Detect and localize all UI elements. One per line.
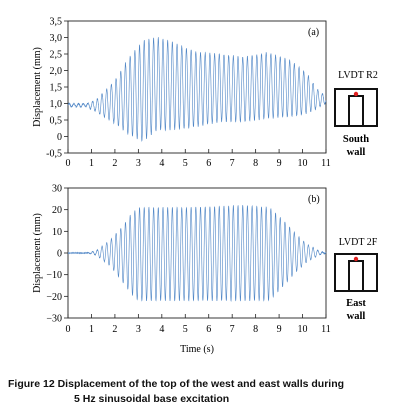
panel-b: 0 1 2 3 4 5 6 7 8 9 10 11 30 20 10 0 −10 −20 −30 (b) Displ… <box>32 184 378 355</box>
panel-b-ytick-label: 30 <box>52 184 62 195</box>
panel-a-xtick-label: 0 <box>66 158 71 169</box>
panel-b-xtick-label: 5 <box>183 324 188 335</box>
caption-line-1: Figure 12 Displacement of the top of the… <box>8 378 345 390</box>
panel-a-ytick-label: 3,0 <box>50 33 63 44</box>
gauge-a-marker <box>353 91 359 97</box>
panel-a: 0 1 2 3 4 5 6 7 8 9 10 11 3,5 3,0 2,5 2,0 1,5 1,0 0,5 0 -0,5… <box>32 17 378 169</box>
panel-a-xtick-label: 11 <box>321 158 331 169</box>
panel-a-ytick-label: -0,5 <box>46 149 62 160</box>
panel-b-ytick-label: −20 <box>46 292 62 303</box>
panel-b-wall-line1: East <box>346 298 366 309</box>
panel-b-xtick-label: 2 <box>112 324 117 335</box>
panel-a-ytick-label: 3,5 <box>50 17 63 28</box>
panel-b-ylabel: Displacement (mm) <box>32 213 43 293</box>
panel-b-xtick-label: 11 <box>321 324 331 335</box>
panel-b-xtick-label: 3 <box>136 324 141 335</box>
panel-b-xtick-label: 10 <box>298 324 308 335</box>
panel-b-ytick-label: 0 <box>57 249 62 260</box>
panel-a-wall-line1: South <box>343 134 369 145</box>
panel-a-ytick-label: 0,5 <box>50 116 63 127</box>
panel-a-xtick-label: 9 <box>277 158 282 169</box>
panel-b-xtick-label: 8 <box>253 324 258 335</box>
panel-a-xtick-label: 6 <box>206 158 211 169</box>
panel-a-gauge-title: LVDT R2 <box>338 70 378 81</box>
figure-caption: Figure 12 Displacement of the top of the… <box>8 377 403 407</box>
panel-a-ytick-label: 2,0 <box>50 66 63 77</box>
panel-a-label: (a) <box>308 27 319 38</box>
panel-a-xtick-label: 8 <box>253 158 258 169</box>
panel-a-xtick-label: 10 <box>298 158 308 169</box>
panel-a-series-line <box>67 37 327 142</box>
panel-b-ytick-label: 20 <box>52 205 62 216</box>
panel-a-xtick-label: 3 <box>136 158 141 169</box>
panel-a-ytick-label: 0 <box>57 132 62 143</box>
panel-b-xlabel: Time (s) <box>180 344 214 355</box>
panel-a-ytick-label: 1,5 <box>50 83 63 94</box>
panel-b-gauge-title: LVDT 2F <box>339 237 378 248</box>
panel-b-xtick-label: 0 <box>66 324 71 335</box>
panel-a-wall-line2: wall <box>347 147 366 158</box>
panel-b-ytick-label: −30 <box>46 314 62 325</box>
panel-b-xtick-label: 7 <box>230 324 235 335</box>
gauge-b-marker <box>353 256 359 262</box>
panel-b-xtick-label: 4 <box>159 324 164 335</box>
panel-a-xtick-label: 2 <box>112 158 117 169</box>
panel-b-ytick-label: 10 <box>52 227 62 238</box>
panel-a-xtick-label: 1 <box>89 158 94 169</box>
panel-a-xtick-label: 4 <box>159 158 164 169</box>
wall-gauge-b-icon <box>334 253 378 292</box>
panel-a-ylabel: Displacement (mm) <box>32 47 43 127</box>
panel-a-xtick-label: 7 <box>230 158 235 169</box>
caption-line-2: 5 Hz sinusoidal base excitation <box>74 393 230 405</box>
panel-a-ytick-label: 1,0 <box>50 99 63 110</box>
panel-b-ytick-label: −10 <box>46 270 62 281</box>
panel-a-xtick-label: 5 <box>183 158 188 169</box>
panel-b-xtick-label: 6 <box>206 324 211 335</box>
panel-b-label: (b) <box>308 194 320 205</box>
panel-a-ytick-label: 2,5 <box>50 50 63 61</box>
wall-gauge-a-icon <box>334 88 378 127</box>
panel-b-wall-line2: wall <box>347 311 366 322</box>
figure: 0 1 2 3 4 5 6 7 8 9 10 113,53,02,52,01,51,00,50-0,5… <box>32 17 378 355</box>
panel-b-xtick-label: 1 <box>89 324 94 335</box>
panel-b-series-line <box>67 204 327 302</box>
panel-b-xtick-label: 9 <box>277 324 282 335</box>
